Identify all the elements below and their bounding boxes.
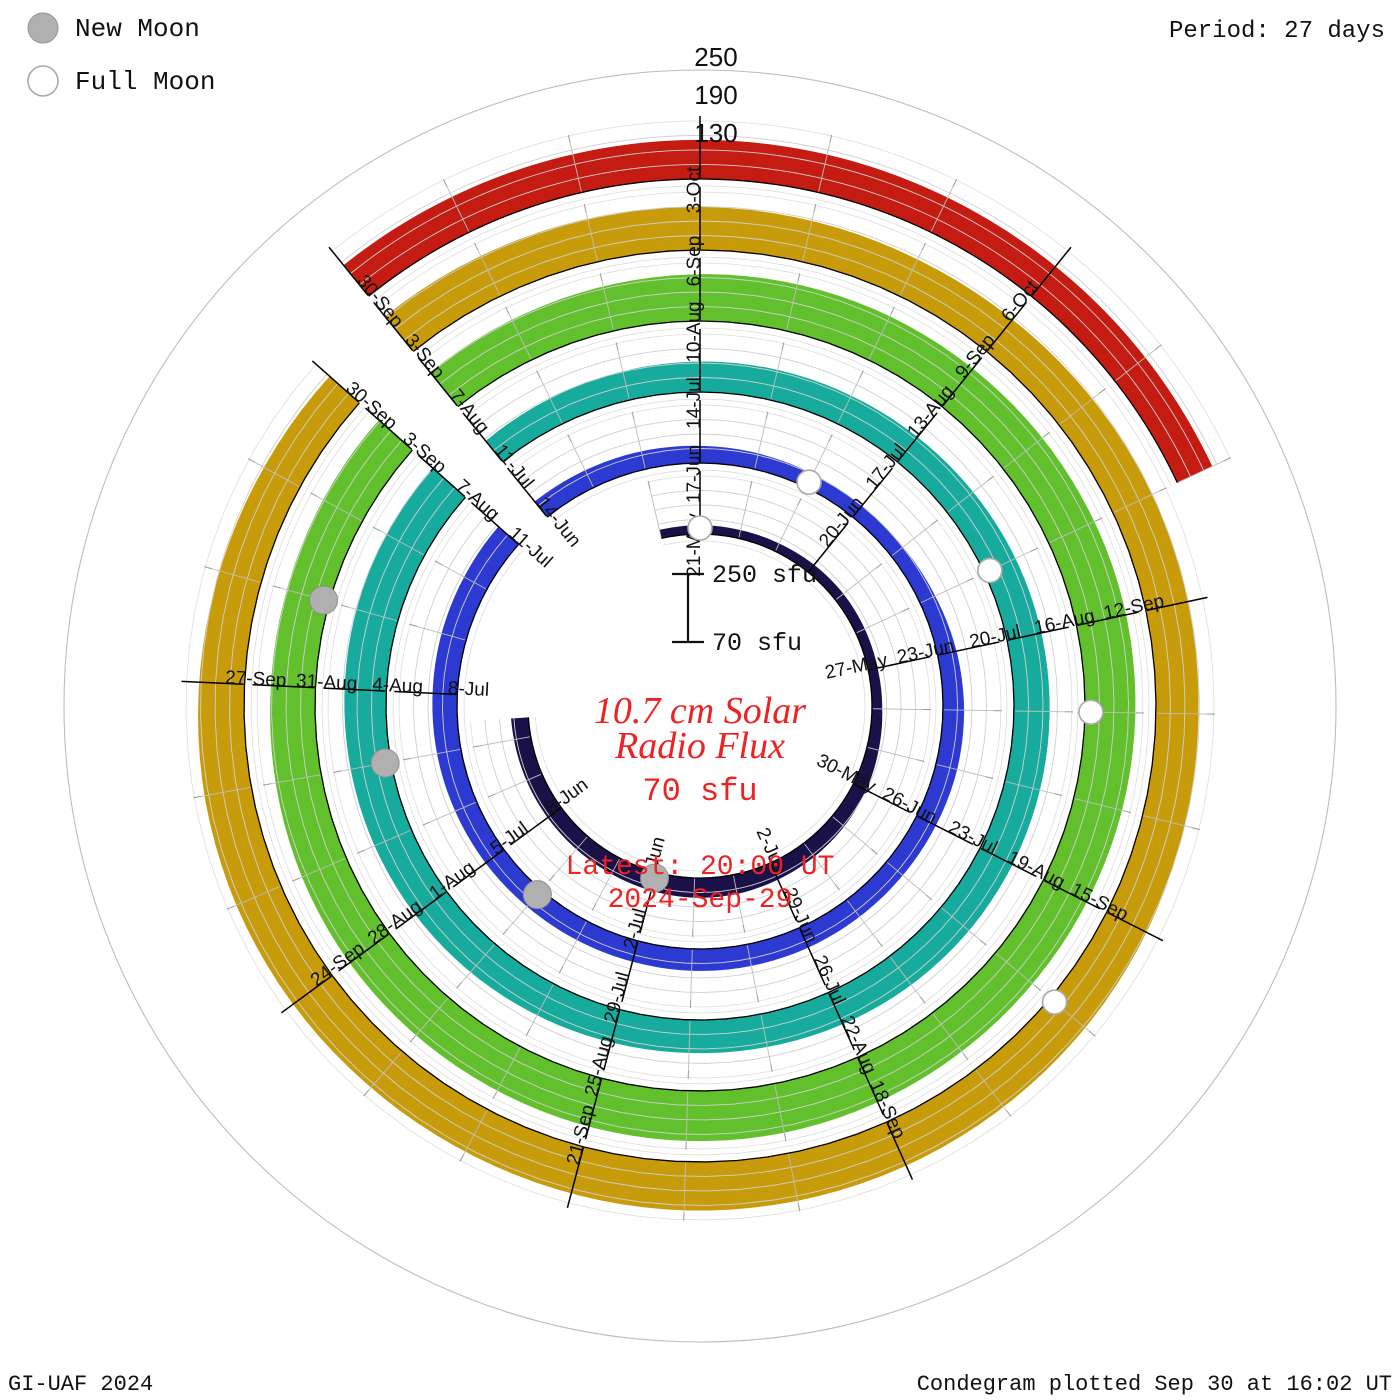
svg-text:31-Aug: 31-Aug — [296, 671, 358, 695]
svg-text:70 sfu: 70 sfu — [642, 773, 757, 810]
svg-text:8-Jul: 8-Jul — [447, 678, 489, 701]
svg-text:70 sfu: 70 sfu — [712, 629, 802, 658]
svg-text:10-Aug: 10-Aug — [684, 301, 705, 362]
svg-text:Latest: 20:00 UT: Latest: 20:00 UT — [566, 852, 835, 883]
svg-text:2024-Sep-29: 2024-Sep-29 — [608, 885, 793, 916]
svg-text:Radio Flux: Radio Flux — [614, 725, 785, 767]
svg-text:27-Sep: 27-Sep — [225, 667, 287, 691]
svg-text:New Moon: New Moon — [75, 14, 200, 44]
svg-text:14-Jul: 14-Jul — [684, 377, 705, 429]
svg-text:17-Jun: 17-Jun — [684, 445, 705, 503]
svg-text:Full Moon: Full Moon — [75, 67, 215, 97]
svg-text:Period: 27 days: Period: 27 days — [1169, 18, 1385, 45]
svg-text:250: 250 — [694, 42, 737, 72]
svg-text:4-Aug: 4-Aug — [372, 674, 424, 697]
svg-text:190: 190 — [694, 80, 737, 110]
svg-text:6-Sep: 6-Sep — [684, 236, 705, 287]
svg-text:130: 130 — [694, 118, 737, 148]
svg-text:250 sfu: 250 sfu — [712, 561, 817, 590]
svg-text:GI-UAF 2024: GI-UAF 2024 — [8, 1372, 153, 1397]
svg-text:3-Oct: 3-Oct — [684, 166, 705, 213]
svg-text:Condegram plotted Sep 30 at 16: Condegram plotted Sep 30 at 16:02 UT — [917, 1372, 1392, 1397]
